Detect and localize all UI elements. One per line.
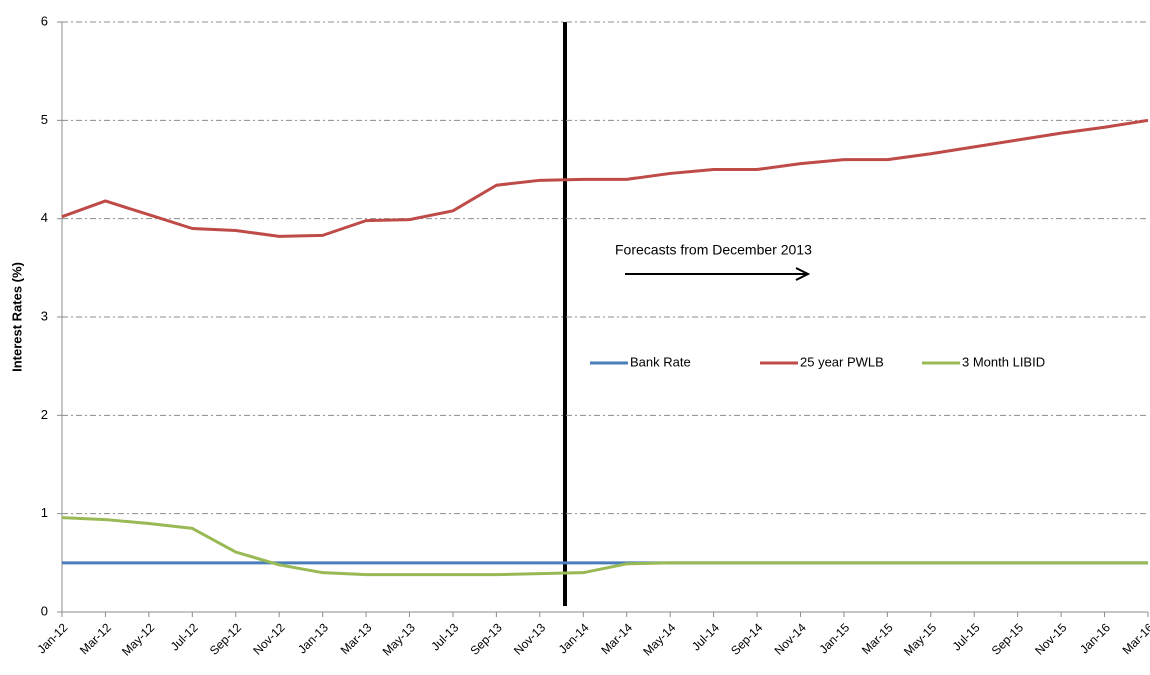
annotation-arrowhead bbox=[795, 267, 811, 281]
x-tick-label: Jul-12 bbox=[168, 620, 201, 653]
y-axis-label: Interest Rates (%) bbox=[9, 262, 24, 372]
x-tick-label: Nov-15 bbox=[1032, 620, 1069, 657]
x-tick-label: Mar-15 bbox=[859, 620, 896, 657]
y-tick-label: 0 bbox=[41, 603, 48, 618]
x-tick-label: Jan-14 bbox=[556, 620, 592, 656]
series-line bbox=[61, 118, 1149, 238]
x-tick-label: Sep-14 bbox=[728, 620, 765, 657]
x-tick-label: May-14 bbox=[640, 620, 678, 658]
x-tick-label: Jul-14 bbox=[689, 620, 722, 653]
x-tick-label: May-12 bbox=[119, 620, 157, 658]
y-tick-label: 1 bbox=[41, 505, 48, 520]
y-tick-label: 3 bbox=[41, 308, 48, 323]
annotation: Forecasts from December 2013 bbox=[615, 242, 812, 258]
y-tick-label: 2 bbox=[41, 407, 48, 422]
x-tick-label: Jan-16 bbox=[1077, 620, 1113, 656]
x-tick-label: Sep-15 bbox=[989, 620, 1026, 657]
x-tick-label: Nov-12 bbox=[250, 620, 287, 657]
x-tick-label: Jul-15 bbox=[950, 620, 983, 653]
x-tick-label: Jan-12 bbox=[35, 620, 71, 656]
x-tick-label: Nov-13 bbox=[511, 620, 548, 657]
y-tick-label: 6 bbox=[41, 13, 48, 28]
x-tick-label: Mar-14 bbox=[598, 620, 635, 657]
x-tick-label: Mar-16 bbox=[1120, 620, 1150, 657]
x-tick-label: May-15 bbox=[901, 620, 939, 658]
legend-label: 25 year PWLB bbox=[800, 354, 884, 369]
x-tick-label: Sep-12 bbox=[207, 620, 244, 657]
x-tick-label: Mar-13 bbox=[338, 620, 375, 657]
x-tick-label: May-13 bbox=[380, 620, 418, 658]
legend-label: Bank Rate bbox=[630, 354, 691, 369]
series-line bbox=[61, 516, 1148, 577]
x-tick-label: Nov-14 bbox=[772, 620, 809, 657]
legend-label: 3 Month LIBID bbox=[962, 354, 1045, 369]
x-tick-label: Jul-13 bbox=[428, 620, 461, 653]
x-tick-label: Sep-13 bbox=[467, 620, 504, 657]
y-tick-label: 5 bbox=[41, 112, 48, 127]
x-tick-label: Mar-12 bbox=[77, 620, 114, 657]
x-tick-label: Jan-13 bbox=[295, 620, 331, 656]
y-tick-label: 4 bbox=[41, 210, 48, 225]
x-tick-label: Jan-15 bbox=[816, 620, 852, 656]
